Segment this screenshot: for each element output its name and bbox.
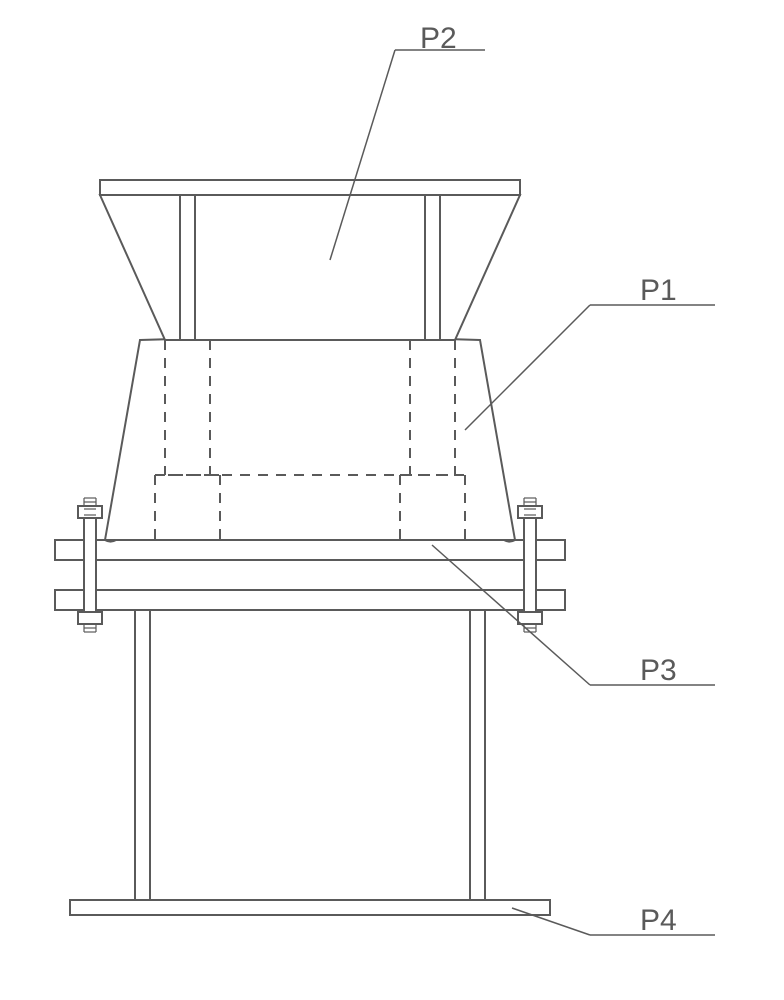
label-p1: P1	[640, 274, 677, 307]
bolt	[518, 498, 542, 632]
base-stand	[70, 610, 550, 915]
bolt	[78, 498, 102, 632]
label-p3: P3	[640, 654, 677, 687]
label-p4: P4	[640, 904, 677, 937]
main-body	[105, 337, 515, 540]
label-p2: P2	[420, 22, 457, 55]
leader	[465, 305, 715, 430]
